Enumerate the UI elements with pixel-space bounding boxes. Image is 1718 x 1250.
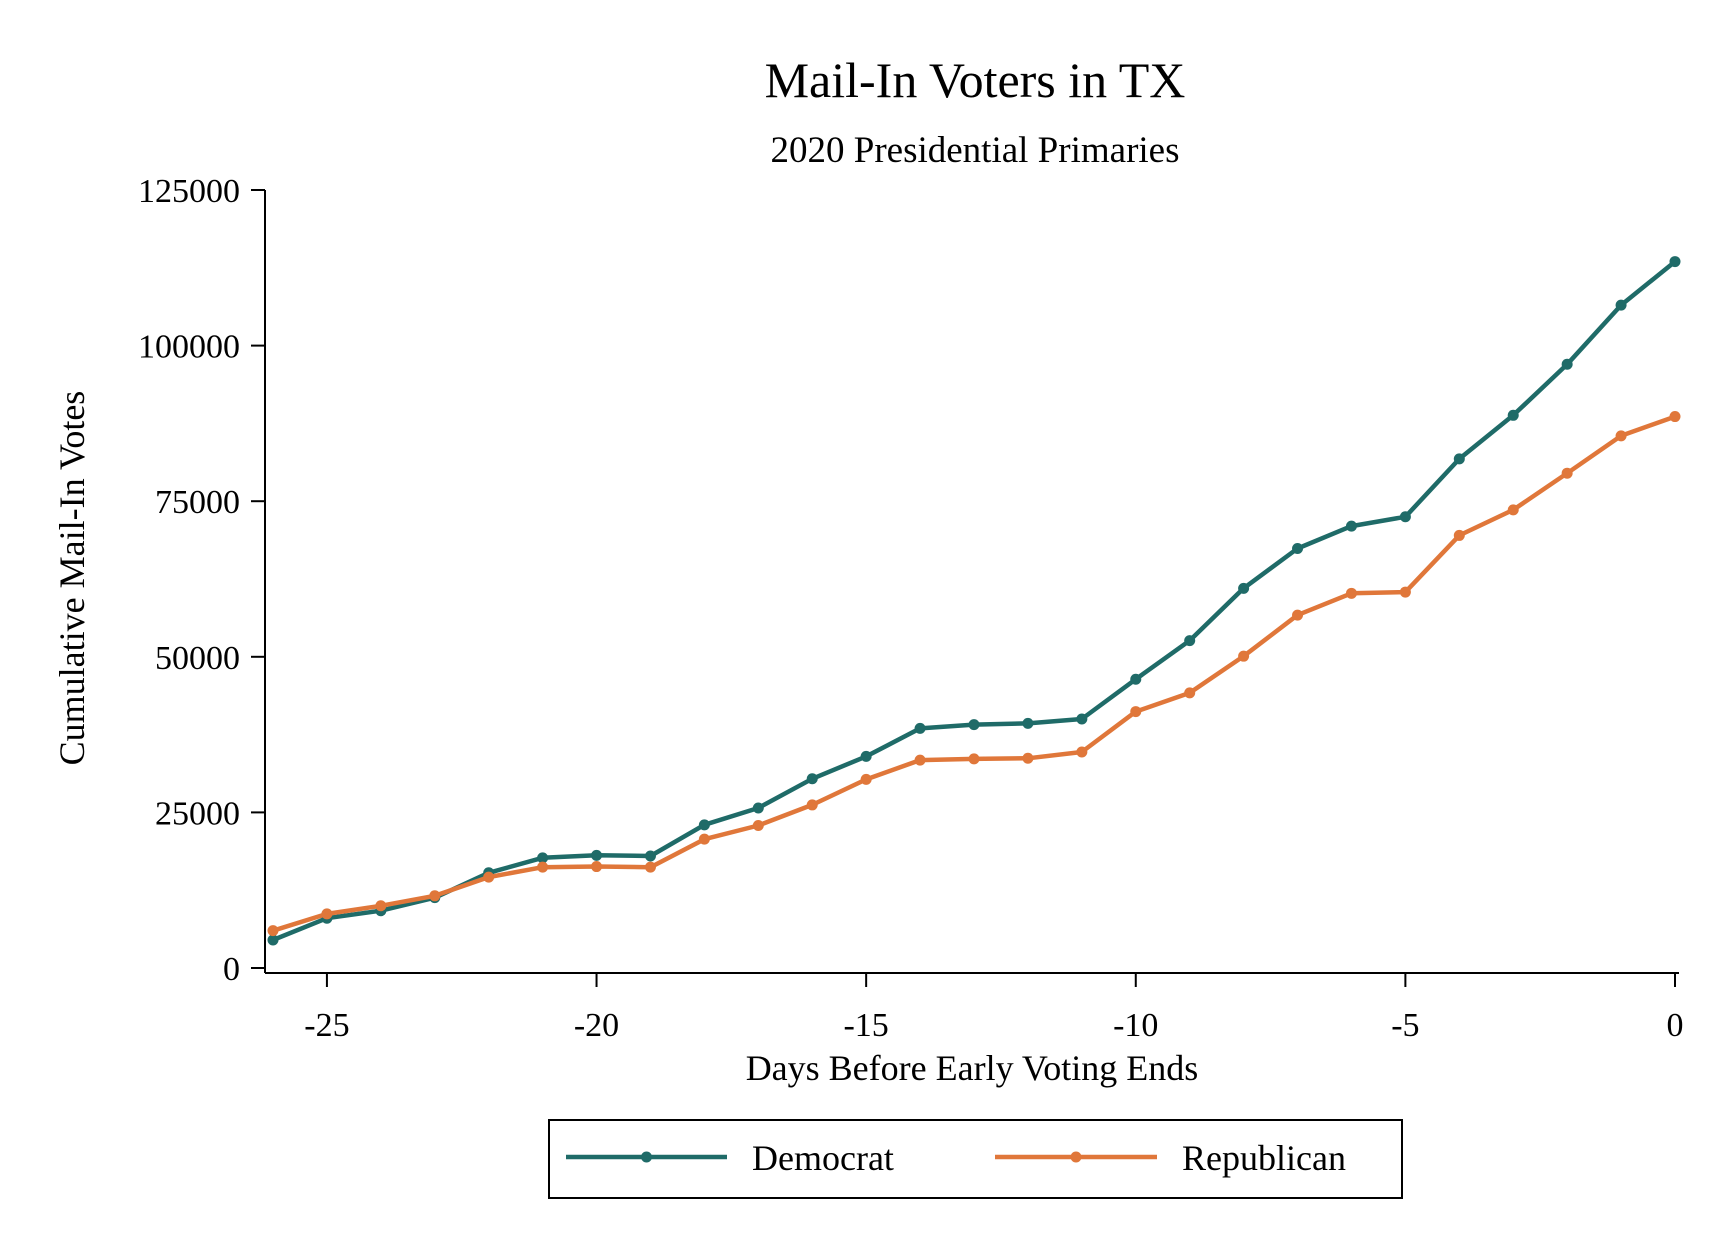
data-point-democrat xyxy=(860,750,872,762)
data-point-republican xyxy=(1345,587,1357,599)
legend-label-democrat: Democrat xyxy=(752,1138,894,1178)
data-point-democrat xyxy=(1615,299,1627,311)
legend-marker-democrat xyxy=(641,1151,652,1163)
legend-item-republican: Republican xyxy=(995,1138,1346,1178)
x-tick-label: -15 xyxy=(843,1007,888,1044)
y-tick-label: 100000 xyxy=(138,329,240,366)
data-point-republican xyxy=(591,861,603,873)
x-tick-label: -10 xyxy=(1113,1007,1158,1044)
data-point-democrat xyxy=(267,934,279,946)
y-tick-label: 0 xyxy=(223,951,240,988)
data-point-democrat xyxy=(537,852,549,864)
data-point-republican xyxy=(644,861,656,873)
data-point-republican xyxy=(1130,706,1142,718)
data-point-democrat xyxy=(1507,409,1519,421)
data-point-republican xyxy=(375,900,387,912)
data-point-republican xyxy=(860,773,872,785)
legend: Democrat Republican xyxy=(548,1119,1403,1199)
chart-title: Mail-In Voters in TX xyxy=(765,52,1186,108)
data-point-democrat xyxy=(1184,635,1196,647)
data-point-republican xyxy=(1292,609,1304,621)
data-point-republican xyxy=(914,754,926,766)
y-tick-label: 125000 xyxy=(138,173,240,210)
data-point-republican xyxy=(321,908,333,920)
data-point-democrat xyxy=(1022,717,1034,729)
x-axis-title: Days Before Early Voting Ends xyxy=(746,1048,1199,1088)
data-point-republican xyxy=(752,819,764,831)
data-point-democrat xyxy=(1345,520,1357,532)
legend-label-republican: Republican xyxy=(1182,1138,1346,1178)
data-point-democrat xyxy=(1076,713,1088,725)
data-point-republican xyxy=(429,890,441,902)
data-point-republican xyxy=(1399,586,1411,598)
data-point-democrat xyxy=(591,849,603,861)
data-point-democrat xyxy=(1399,511,1411,523)
series-line-republican xyxy=(272,414,1676,933)
data-point-democrat xyxy=(1238,582,1250,594)
data-point-democrat xyxy=(914,722,926,734)
x-tick-label: -5 xyxy=(1391,1007,1419,1044)
data-point-democrat xyxy=(1453,453,1465,465)
data-point-republican xyxy=(1615,430,1627,442)
y-tick-label: 25000 xyxy=(155,795,240,832)
y-axis-title: Cumulative Mail-In Votes xyxy=(52,391,92,766)
data-point-republican xyxy=(1022,752,1034,764)
data-point-republican xyxy=(1076,746,1088,758)
data-point-democrat xyxy=(806,773,818,785)
data-point-democrat xyxy=(1669,256,1681,268)
data-point-democrat xyxy=(1561,358,1573,370)
legend-item-democrat: Democrat xyxy=(566,1138,894,1178)
series-republican xyxy=(267,411,1681,937)
data-point-democrat xyxy=(698,819,710,831)
data-point-republican xyxy=(1238,650,1250,662)
data-point-democrat xyxy=(1292,543,1304,555)
x-tick-label: -20 xyxy=(574,1007,619,1044)
data-point-republican xyxy=(1184,687,1196,699)
x-tick-label: -25 xyxy=(304,1007,349,1044)
data-point-republican xyxy=(698,833,710,845)
data-point-republican xyxy=(483,871,495,883)
data-point-democrat xyxy=(752,802,764,814)
data-point-democrat xyxy=(1130,673,1142,685)
data-point-republican xyxy=(1453,529,1465,541)
data-point-democrat xyxy=(968,719,980,731)
data-point-republican xyxy=(1507,504,1519,516)
legend-marker-republican xyxy=(1070,1151,1082,1163)
data-point-republican xyxy=(1561,467,1573,479)
data-point-republican xyxy=(1669,411,1681,423)
data-point-democrat xyxy=(644,850,656,862)
data-point-republican xyxy=(806,799,818,811)
x-tick-label: 0 xyxy=(1667,1007,1684,1044)
y-tick-label: 75000 xyxy=(155,484,240,521)
series-line-democrat xyxy=(272,259,1677,943)
data-point-republican xyxy=(267,925,279,937)
series-democrat xyxy=(267,256,1681,946)
y-tick-label: 50000 xyxy=(155,640,240,677)
data-point-republican xyxy=(537,861,549,873)
chart-subtitle: 2020 Presidential Primaries xyxy=(771,130,1180,171)
data-point-republican xyxy=(968,753,980,765)
